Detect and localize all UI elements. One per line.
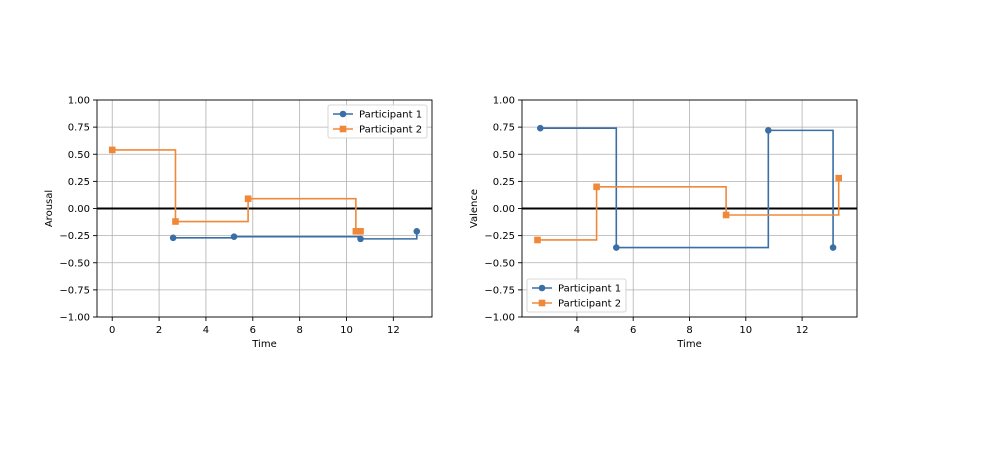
data-point: [613, 244, 620, 251]
y-tick-label: 0.50: [493, 150, 515, 161]
y-tick-label: −0.25: [59, 231, 90, 242]
y-tick-label: −0.75: [484, 285, 515, 296]
series-2: [108, 146, 364, 235]
legend-marker: [339, 125, 347, 133]
legend-label: Participant 2: [558, 299, 621, 310]
chart-1: 0 2 4 6 8 10 12 −1.00 −0.75 −0.50 −0.25 0.00 0.25 0.5…: [44, 96, 433, 350]
data-point: [765, 127, 772, 134]
x-axis-label: Time: [251, 339, 276, 350]
chart-2: 4 6 8 10 12 −1.00 −0.75 −0.50 −0.25 0.00 0.25 0.50 0…: [469, 96, 858, 350]
data-point: [230, 233, 238, 241]
x-tick-label: 4: [203, 325, 209, 336]
y-tick-label: 0.50: [68, 150, 90, 161]
data-point: [722, 211, 730, 219]
x-tick-label: 10: [739, 325, 752, 336]
y-tick-label: 0.25: [68, 177, 90, 188]
series-1: [169, 227, 421, 243]
y-tick-label: 1.00: [68, 96, 90, 107]
data-point: [593, 183, 600, 191]
y-tick-label: 0.00: [68, 204, 90, 215]
data-point: [835, 174, 843, 182]
data-point: [536, 124, 544, 132]
series-line: [540, 127, 834, 249]
series-2: [534, 174, 843, 244]
series-line: [112, 149, 361, 233]
y-tick-label: −0.25: [484, 231, 515, 242]
legend: Participant 1 Participant 2: [327, 104, 428, 139]
y-tick-label: 0.75: [493, 123, 515, 134]
x-tick-label: 0: [109, 325, 115, 336]
x-tick-label: 8: [296, 325, 302, 336]
legend-label: Participant 1: [558, 284, 621, 295]
data-point: [357, 235, 364, 243]
x-tick-label: 10: [340, 325, 353, 336]
series-1: [536, 124, 837, 251]
x-tick-label: 8: [686, 325, 692, 336]
series-line: [537, 178, 840, 241]
legend-label: Participant 2: [359, 125, 422, 136]
y-tick-label: −0.50: [484, 258, 515, 269]
x-tick-label: 6: [250, 325, 256, 336]
data-point: [357, 227, 364, 235]
legend-marker: [339, 110, 347, 118]
y-tick-label: 1.00: [493, 96, 515, 107]
y-tick-label: −0.75: [59, 285, 90, 296]
legend-label: Participant 1: [359, 110, 422, 121]
y-tick-label: −1.00: [484, 313, 515, 324]
x-tick-label: 6: [630, 325, 636, 336]
y-tick-label: −0.50: [59, 258, 90, 269]
y-tick-label: −1.00: [59, 313, 90, 324]
data-point: [829, 244, 837, 251]
data-point: [169, 234, 177, 242]
data-point: [352, 227, 360, 235]
x-tick-label: 12: [387, 325, 400, 336]
series-line: [173, 231, 418, 240]
y-axis-label: Valence: [469, 189, 480, 228]
legend-marker: [538, 284, 546, 292]
data-point: [172, 218, 179, 225]
x-tick-label: 2: [156, 325, 162, 336]
y-tick-label: 0.25: [493, 177, 515, 188]
y-tick-label: 0.00: [493, 204, 515, 215]
legend-marker: [538, 299, 546, 307]
data-point: [108, 146, 116, 154]
y-tick-label: 0.75: [68, 123, 90, 134]
data-point: [413, 227, 421, 235]
data-point: [244, 195, 252, 203]
x-axis-label: Time: [676, 339, 701, 350]
x-tick-label: 4: [574, 325, 580, 336]
legend: Participant 1 Participant 2: [526, 278, 627, 313]
data-point: [534, 236, 541, 244]
y-axis-label: Arousal: [44, 190, 55, 227]
x-tick-label: 12: [796, 325, 809, 336]
